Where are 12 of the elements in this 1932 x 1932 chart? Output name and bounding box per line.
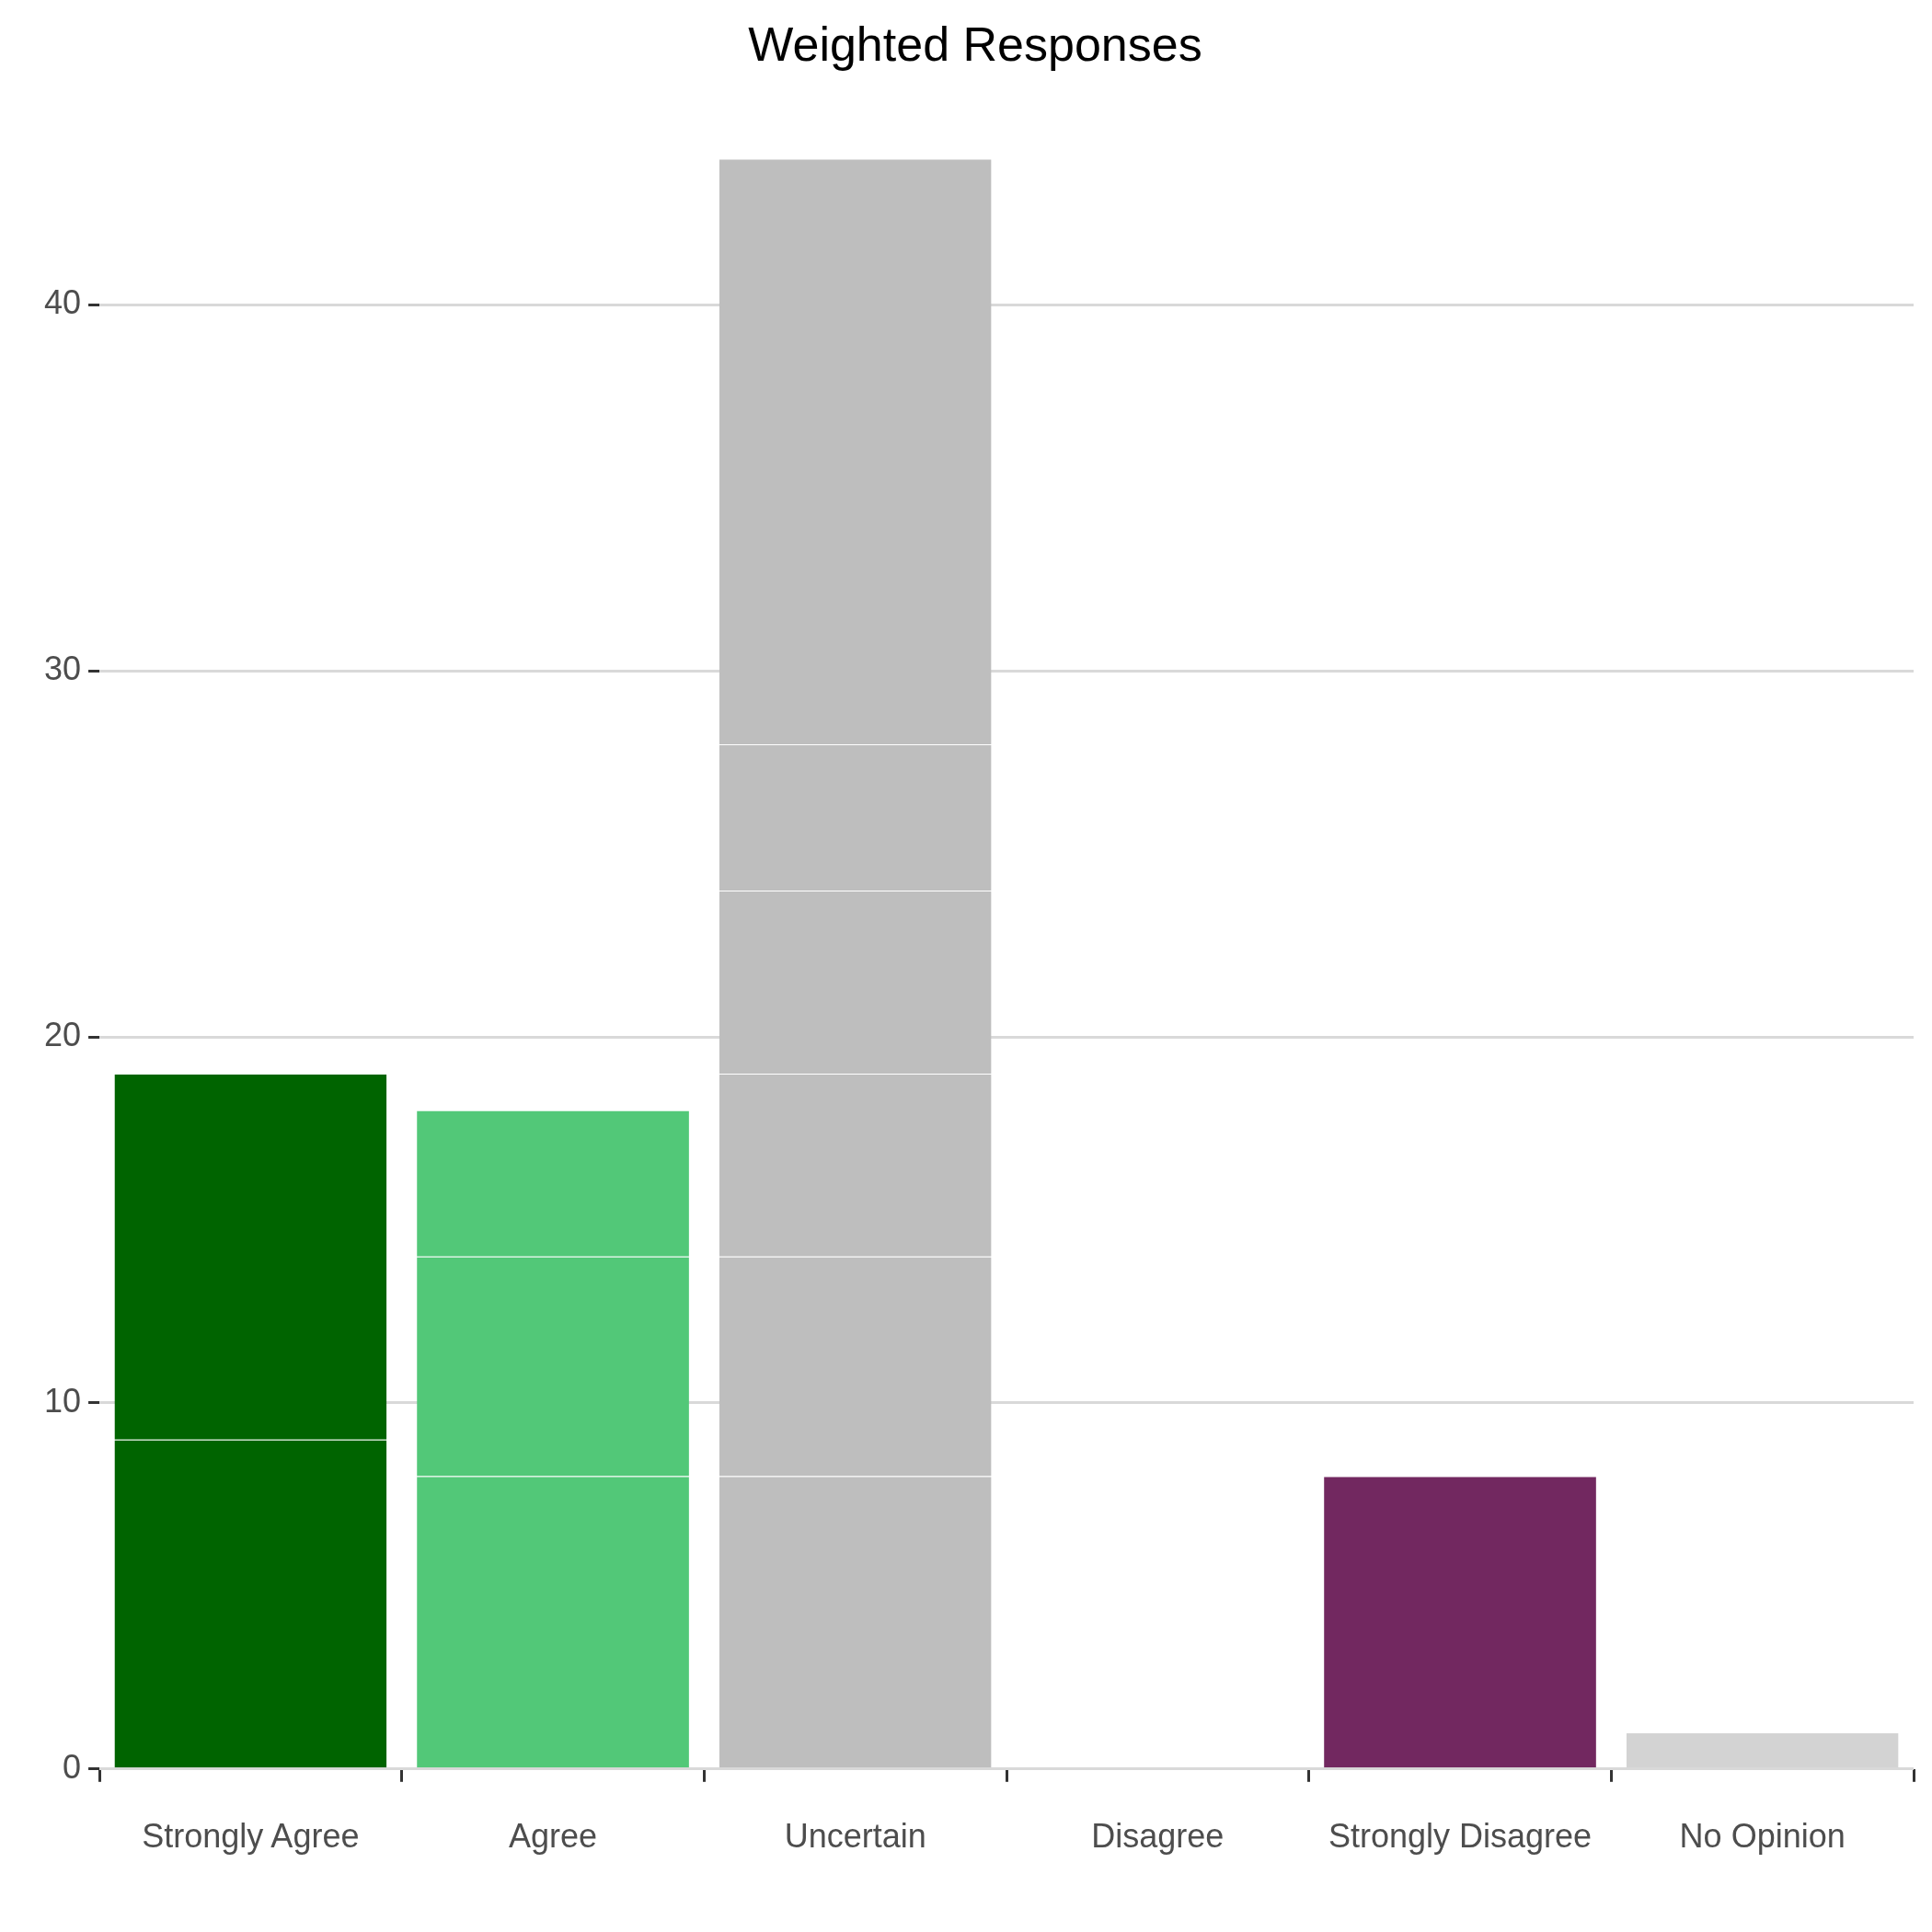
y-tick-label: 30 xyxy=(44,650,82,688)
y-tick-label: 20 xyxy=(44,1016,82,1054)
x-tick-label: Uncertain xyxy=(784,1817,926,1856)
x-tick-label: Disagree xyxy=(1091,1817,1225,1856)
x-tick-label: Strongly Agree xyxy=(142,1817,360,1856)
x-tick-label: No Opinion xyxy=(1679,1817,1846,1856)
y-tick-label: 0 xyxy=(63,1747,82,1786)
y-tick-label: 10 xyxy=(44,1381,82,1420)
y-tick-label: 40 xyxy=(44,283,82,322)
chart-title: Weighted Responses xyxy=(748,17,1202,71)
x-tick-label: Strongly Disagree xyxy=(1328,1817,1593,1856)
x-tick-label: Agree xyxy=(508,1817,598,1856)
